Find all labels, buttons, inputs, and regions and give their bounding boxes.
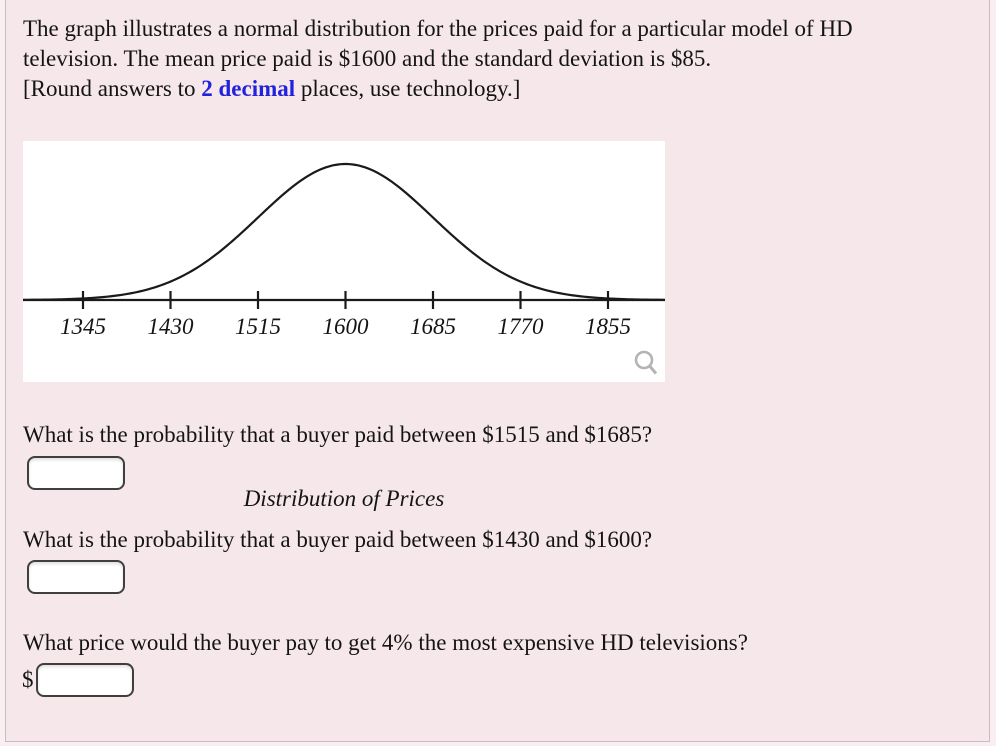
problem-statement-line-1: The graph illustrates a normal distribut… <box>23 16 853 41</box>
question-1-text: What is the probability that a buyer pai… <box>23 422 653 447</box>
normal-curve-svg: 1345 1430 1515 1600 1685 1770 1855 <box>23 162 665 339</box>
chart-title: Distribution of Prices <box>243 486 445 511</box>
question-3-answer-input[interactable] <box>35 663 134 697</box>
x-tick-label: 1430 <box>148 314 195 339</box>
question-2-answer-input[interactable] <box>27 560 125 594</box>
question-2-text: What is the probability that a buyer pai… <box>23 527 653 552</box>
rounding-instruction: [Round answers to 2 decimal places, use … <box>23 74 853 104</box>
x-tick-label: 1345 <box>60 314 106 339</box>
rounding-instruction-suffix: places, use technology.] <box>295 76 521 101</box>
question-1-answer-input[interactable] <box>27 456 125 490</box>
x-tick-label: 1685 <box>410 314 456 339</box>
normal-distribution-figure: 1345 1430 1515 1600 1685 1770 1855 Distributio… <box>23 141 665 511</box>
x-tick-label: 1515 <box>235 314 281 339</box>
rounding-instruction-highlight: 2 decimal <box>201 76 296 101</box>
magnifier-icon[interactable] <box>633 348 659 378</box>
question-3-text: What price would the buyer pay to get 4%… <box>23 630 748 655</box>
question-3-answer-row: $ <box>22 663 134 697</box>
x-tick-label: 1855 <box>585 314 631 339</box>
x-tick-label: 1770 <box>498 314 545 339</box>
rounding-instruction-prefix: [Round answers to <box>23 76 202 101</box>
dollar-sign-prefix: $ <box>22 667 34 692</box>
x-tick-label: 1600 <box>323 314 370 339</box>
problem-statement-line-2: television. The mean price paid is $1600… <box>23 46 712 71</box>
problem-statement: The graph illustrates a normal distribut… <box>23 14 853 104</box>
